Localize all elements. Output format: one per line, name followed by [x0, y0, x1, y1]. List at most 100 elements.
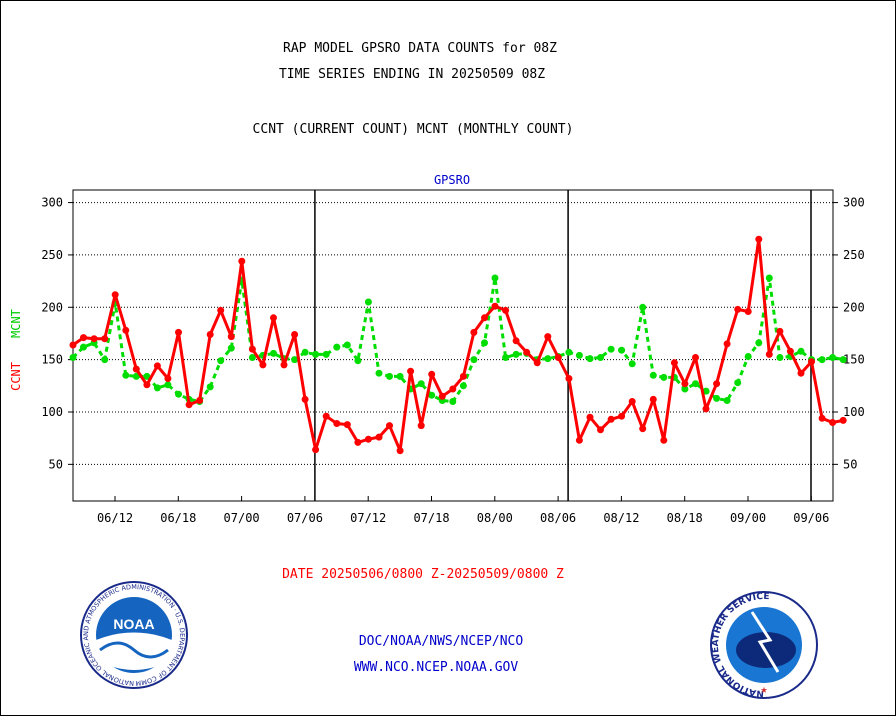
- data-point-mcnt: [143, 372, 151, 380]
- data-point-mcnt: [692, 380, 699, 388]
- data-point-mcnt: [270, 349, 277, 357]
- data-point-ccnt: [375, 433, 383, 441]
- y-tick-label-left: 250: [41, 248, 63, 262]
- data-point-ccnt: [280, 361, 288, 369]
- data-point-mcnt: [227, 344, 235, 352]
- data-point-mcnt: [132, 372, 140, 380]
- data-point-ccnt: [270, 314, 277, 322]
- data-point-ccnt: [354, 438, 362, 446]
- data-point-mcnt: [375, 369, 383, 377]
- nws-logo: NATIONAL WEATHER SERVICE ★: [710, 591, 818, 699]
- data-point-ccnt: [839, 416, 847, 424]
- data-point-ccnt: [175, 328, 182, 336]
- data-point-ccnt: [618, 412, 626, 420]
- data-point-mcnt: [217, 357, 225, 365]
- data-point-mcnt: [818, 356, 826, 364]
- data-point-ccnt: [649, 395, 657, 403]
- data-point-mcnt: [322, 350, 330, 358]
- data-point-mcnt: [649, 371, 657, 379]
- data-point-mcnt: [839, 356, 847, 364]
- data-point-ccnt: [829, 419, 837, 426]
- data-point-ccnt: [248, 345, 256, 353]
- x-tick-label: 07/18: [413, 511, 449, 525]
- data-point-mcnt: [80, 343, 87, 351]
- x-tick-label: 09/00: [730, 511, 766, 525]
- data-point-mcnt: [491, 274, 499, 282]
- data-point-ccnt: [607, 415, 615, 423]
- y-ticks: 50 50 100 100 150 150 200 200 250 250 300 300: [41, 196, 864, 472]
- x-tick-label: 07/06: [287, 511, 323, 525]
- data-point-mcnt: [502, 354, 510, 361]
- data-point-ccnt: [364, 435, 372, 443]
- y-tick-label-right: 150: [843, 353, 865, 367]
- data-point-mcnt: [586, 355, 594, 363]
- data-point-ccnt: [111, 291, 119, 299]
- data-point-ccnt: [502, 306, 510, 314]
- data-point-ccnt: [291, 331, 299, 338]
- data-point-mcnt: [459, 382, 467, 390]
- data-point-mcnt: [481, 339, 488, 347]
- data-point-ccnt: [153, 362, 161, 370]
- data-point-ccnt: [164, 375, 172, 382]
- website-link[interactable]: WWW.NCO.NCEP.NOAA.GOV: [354, 660, 519, 675]
- data-point-ccnt: [702, 405, 710, 413]
- data-point-ccnt: [734, 305, 742, 313]
- x-tick-label: 08/00: [477, 511, 513, 525]
- y-tick-label-right: 100: [843, 405, 865, 419]
- data-point-ccnt: [744, 308, 752, 315]
- data-point-ccnt: [660, 436, 668, 444]
- data-point-ccnt: [185, 401, 193, 409]
- data-point-mcnt: [333, 343, 341, 351]
- data-point-ccnt: [575, 436, 583, 444]
- data-point-mcnt: [470, 356, 478, 364]
- data-point-mcnt: [628, 360, 636, 368]
- data-point-ccnt: [533, 359, 541, 367]
- x-tick-label: 09/06: [793, 511, 829, 525]
- data-point-mcnt: [681, 385, 689, 393]
- data-point-ccnt: [428, 370, 436, 378]
- data-point-ccnt: [565, 375, 573, 382]
- data-point-ccnt: [692, 354, 699, 361]
- data-point-mcnt: [713, 394, 721, 402]
- data-point-ccnt: [122, 326, 130, 334]
- data-point-ccnt: [639, 425, 647, 433]
- data-point-mcnt: [660, 373, 668, 381]
- data-point-ccnt: [396, 447, 404, 455]
- data-point-ccnt: [808, 358, 815, 366]
- data-point-mcnt: [765, 274, 773, 282]
- chart-subtitle: CCNT (CURRENT COUNT) MCNT (MONTHLY COUNT…: [253, 122, 574, 137]
- data-point-mcnt: [575, 351, 583, 359]
- x-axis-label: DATE 20250506/0800 Z-20250509/0800 Z: [282, 567, 564, 582]
- data-point-ccnt: [765, 350, 773, 358]
- series-line-ccnt: [72, 237, 844, 453]
- data-point-mcnt: [607, 345, 615, 353]
- data-point-mcnt: [618, 346, 626, 354]
- data-point-ccnt: [101, 335, 109, 343]
- data-point-ccnt: [449, 385, 457, 393]
- data-point-ccnt: [544, 333, 552, 341]
- data-point-mcnt: [343, 341, 351, 349]
- data-point-ccnt: [386, 422, 393, 430]
- data-point-mcnt: [206, 383, 214, 391]
- noaa-logo-text: NOAA: [113, 616, 154, 632]
- data-point-ccnt: [322, 412, 330, 420]
- data-point-mcnt: [797, 347, 805, 355]
- data-point-mcnt: [301, 348, 309, 356]
- y-axis-label: CCNT MCNT: [9, 309, 23, 391]
- data-point-mcnt: [776, 354, 784, 361]
- data-point-ccnt: [512, 337, 520, 345]
- data-point-mcnt: [396, 372, 404, 380]
- data-point-ccnt: [670, 359, 678, 367]
- data-point-ccnt: [238, 257, 246, 265]
- nws-star-icon: ★: [760, 682, 767, 696]
- data-point-ccnt: [196, 397, 204, 404]
- y-tick-label-right: 250: [843, 248, 865, 262]
- data-point-mcnt: [354, 357, 362, 365]
- data-point-ccnt: [206, 331, 214, 338]
- data-point-mcnt: [512, 350, 520, 358]
- data-point-ccnt: [818, 414, 826, 422]
- data-point-mcnt: [639, 303, 647, 311]
- data-point-ccnt: [438, 392, 446, 400]
- chart-title-line-1: RAP MODEL GPSRO DATA COUNTS for 08Z: [283, 41, 557, 56]
- data-point-ccnt: [723, 340, 731, 348]
